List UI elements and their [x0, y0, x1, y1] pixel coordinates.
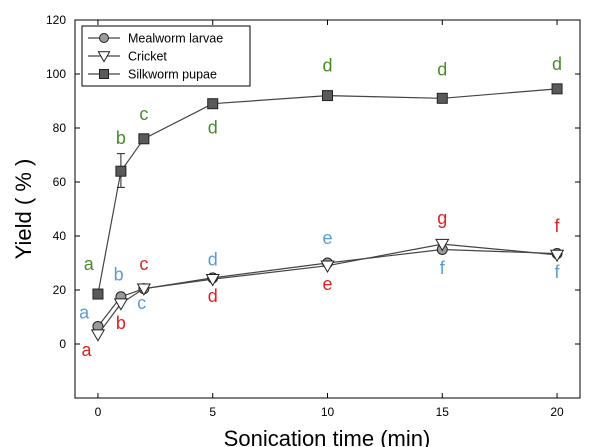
x-axis-title: Sonication time (min): [224, 426, 431, 447]
legend: Mealworm larvae Cricket Silkworm pupae: [81, 25, 251, 87]
x-tick-label: 20: [550, 405, 564, 419]
data-point: [320, 260, 335, 273]
data-point: [207, 98, 219, 110]
significance-letter: c: [139, 254, 148, 274]
significance-letter: d: [552, 54, 562, 74]
significance-letter: a: [81, 340, 92, 360]
y-tick-label: 40: [53, 229, 67, 243]
significance-letter: f: [440, 258, 446, 278]
data-point: [436, 92, 448, 104]
x-tick-label: 0: [95, 405, 102, 419]
series-layer: [90, 83, 565, 342]
significance-letter: d: [208, 286, 218, 306]
significance-letter: b: [116, 128, 126, 148]
legend-marker: [97, 51, 111, 63]
y-tick-label: 120: [46, 13, 66, 27]
data-point: [115, 165, 127, 177]
y-tick-label: 0: [59, 337, 66, 351]
y-tick-label: 100: [46, 67, 66, 81]
significance-letter: d: [208, 117, 218, 137]
significance-letter: d: [437, 59, 447, 79]
legend-marker: [99, 33, 109, 43]
significance-letter: f: [555, 216, 561, 236]
data-point: [205, 274, 220, 287]
legend-marker: [99, 69, 109, 79]
data-point: [322, 90, 333, 102]
data-point: [551, 83, 563, 95]
significance-letter: b: [114, 265, 124, 285]
y-tick-label: 80: [53, 121, 67, 135]
significance-letter: a: [79, 302, 90, 322]
series-2: [92, 83, 563, 300]
data-point: [113, 298, 129, 311]
data-point: [136, 283, 151, 296]
significance-letter: b: [116, 313, 126, 333]
significance-letter: d: [208, 250, 218, 270]
x-tick-label: 5: [209, 405, 216, 419]
data-point: [138, 133, 150, 145]
legend-label: Silkworm pupae: [128, 68, 217, 82]
significance-letter: d: [322, 55, 332, 75]
significance-letter: g: [437, 208, 447, 228]
significance-letter: c: [139, 104, 148, 124]
significance-letter: f: [555, 262, 561, 282]
data-point: [549, 249, 565, 263]
significance-letter: c: [137, 293, 146, 313]
y-axis-title: Yield ( % ): [11, 159, 36, 260]
x-tick-label: 10: [321, 405, 335, 419]
significance-letter: e: [322, 228, 332, 248]
significance-letter: a: [84, 254, 95, 274]
series-1: [90, 238, 565, 342]
legend-label: Mealworm larvae: [128, 32, 223, 46]
data-point: [92, 288, 104, 300]
y-tick-label: 60: [53, 175, 67, 189]
legend-label: Cricket: [128, 50, 167, 64]
data-point: [435, 238, 450, 252]
x-tick-label: 15: [436, 405, 450, 419]
significance-letter: e: [322, 274, 332, 294]
axis-ticks: 0 20 40 60 80 100 120 0 5 10 15 20: [46, 13, 580, 419]
y-tick-label: 20: [53, 283, 67, 297]
data-point: [90, 329, 106, 342]
